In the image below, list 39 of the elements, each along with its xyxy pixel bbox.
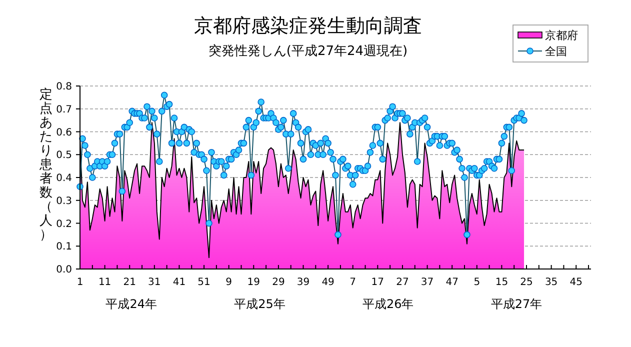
y-tick-label: 0.7: [56, 104, 72, 116]
x-tick-label: 47: [446, 277, 458, 288]
y-tick-label: 0.8: [56, 82, 72, 92]
y-tick-label: 0.2: [56, 218, 72, 230]
x-tick-label: 15: [495, 277, 508, 288]
x-tick-label: 1: [76, 277, 84, 288]
x-tick-label: 31: [148, 277, 161, 288]
chart-title: 京都府感染症発生動向調査: [194, 15, 422, 37]
x-tick-label: 35: [544, 277, 558, 288]
x-tick-label: 29: [272, 277, 285, 288]
x-tick-label: 39: [296, 277, 310, 288]
y-tick-label: 0.4: [56, 173, 72, 184]
x-tick-label: 45: [570, 277, 582, 288]
x-tick-label: 49: [322, 277, 334, 288]
x-tick-label: 51: [198, 277, 210, 288]
x-tick-label: 11: [98, 277, 112, 288]
legend-label: 京都府: [545, 28, 578, 42]
x-tick-label: 19: [247, 277, 260, 288]
y-tick-label: 0.3: [56, 196, 72, 207]
x-tick-label: 9: [226, 277, 232, 288]
x-tick-label: 21: [123, 277, 136, 288]
chart-subtitle: 突発性発しん(平成27年24週現在): [208, 44, 408, 59]
text: 平成26年: [362, 297, 414, 311]
y-tick-label: 0.1: [56, 242, 72, 253]
legend-label: 全国: [545, 44, 567, 58]
x-tick-label: 27: [396, 277, 409, 288]
x-tick-label: 41: [172, 277, 186, 288]
y-tick-label: 0.6: [56, 127, 72, 138]
text: 定点あたり患者数（人）: [40, 88, 52, 242]
x-tick-label: 25: [520, 277, 533, 288]
y-tick-label: 0.0: [56, 264, 72, 276]
x-tick-label: 7: [350, 277, 356, 288]
text: 平成25年: [234, 297, 286, 311]
x-tick-label: 17: [371, 277, 384, 288]
x-tick-label: 5: [474, 277, 480, 288]
text: 平成24年: [106, 297, 157, 311]
text: 平成27年: [490, 297, 542, 311]
y-tick-label: 0.5: [56, 150, 72, 162]
x-tick-label: 37: [420, 277, 434, 288]
